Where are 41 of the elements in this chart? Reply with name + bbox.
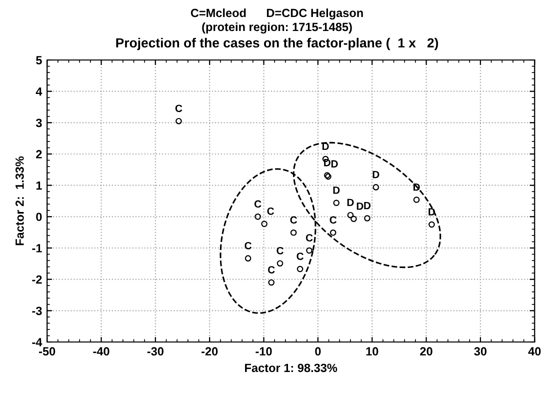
- chart-subtitle: (protein region: 1715-1485): [202, 22, 352, 34]
- y-tick-label: -1: [32, 244, 42, 252]
- y-tick-label: -4: [32, 338, 42, 346]
- y-tick-label: 0: [36, 212, 42, 222]
- data-label: C: [296, 252, 304, 260]
- x-tick-label: 10: [366, 347, 378, 356]
- data-label: C: [244, 242, 252, 250]
- data-label: C: [290, 216, 298, 224]
- data-label: D: [347, 198, 354, 206]
- x-tick-label: -50: [39, 347, 56, 356]
- data-label: C: [268, 266, 275, 274]
- y-tick-label: 2: [36, 150, 42, 158]
- x-tick-label: -10: [256, 347, 272, 356]
- data-label: C: [267, 207, 274, 215]
- x-tick-label: -40: [93, 347, 110, 356]
- x-axis-title: Factor 1: 98.33%: [245, 364, 338, 372]
- chart-title: C=Mcleod D=CDC Helgason: [190, 8, 363, 20]
- y-tick-label: -2: [32, 275, 42, 284]
- x-tick-label: 40: [528, 347, 541, 356]
- data-label: D: [333, 186, 340, 194]
- x-tick-label: -30: [147, 347, 164, 356]
- y-tick-label: 3: [36, 118, 42, 128]
- y-axis-title: Factor 2: 1.33%: [15, 156, 24, 246]
- data-label: C: [254, 200, 262, 208]
- x-tick-label: 30: [474, 347, 487, 356]
- data-label: D: [331, 160, 338, 168]
- y-tick-label: 4: [36, 87, 42, 96]
- text: Projection of the cases on the factor-plane ( 1 x 2): [116, 38, 438, 50]
- data-label: C: [306, 234, 313, 242]
- data-label: C: [330, 216, 337, 224]
- x-tick-label: 0: [315, 347, 321, 356]
- data-label: C: [276, 246, 284, 254]
- x-tick-label: -20: [202, 347, 218, 356]
- data-label: D: [364, 202, 371, 210]
- x-tick-label: 20: [420, 347, 432, 356]
- data-label: D: [372, 170, 380, 178]
- data-label: C: [175, 104, 182, 112]
- data-label: D: [356, 202, 364, 210]
- y-tick-label: 5: [36, 56, 42, 64]
- y-tick-label: -3: [32, 306, 42, 316]
- y-tick-label: 1: [36, 181, 42, 190]
